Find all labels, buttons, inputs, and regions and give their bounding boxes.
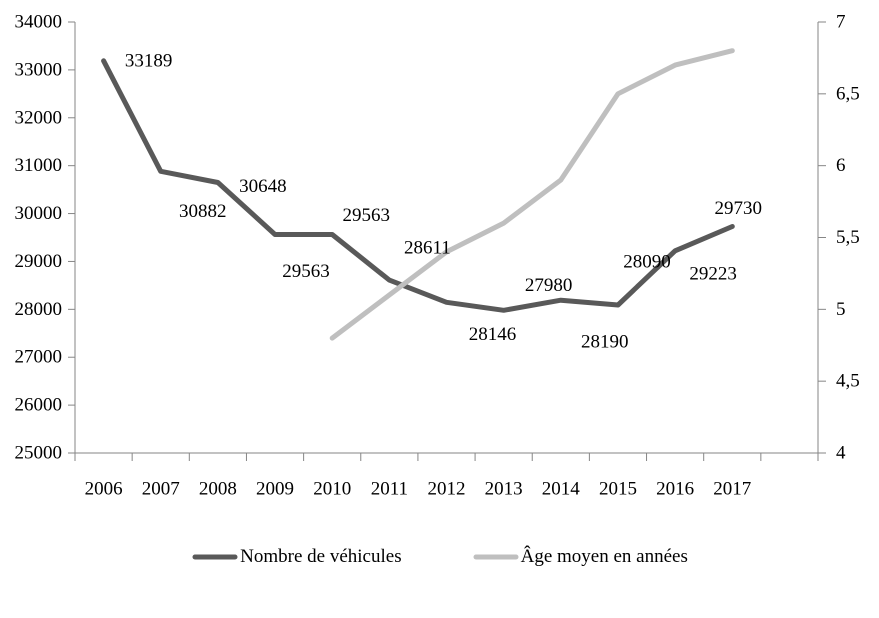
legend-item-vehicles: Nombre de véhicules [191,546,402,568]
x-axis-year-label: 2015 [599,479,637,500]
line-chart: 34000 33000 32000 31000 30000 29000 28000 27000… [15,12,860,500]
y-axis-right-tick-label: 4 [836,443,846,464]
legend-item-age: Âge moyen en années [472,546,688,568]
x-axis-year-label: 2009 [256,479,294,500]
series-line-age [329,48,735,341]
x-axis-year-label: 2011 [371,479,408,500]
data-label-2013: 27980 [525,275,573,296]
data-label-2014: 28190 [581,332,629,353]
y-axis-left-tick-label: 27000 [15,347,63,368]
data-label-2007: 30882 [179,201,227,222]
y-axis-left-tick-label: 28000 [15,299,63,320]
y-axis-right-tick-label: 6 [836,155,846,176]
data-label-2012: 28146 [469,324,517,345]
x-axis-year-label: 2008 [199,479,237,500]
y-axis-left-tick-label: 26000 [15,395,63,416]
y-axis-left-tick-label: 31000 [15,155,63,176]
y-axis-left-tick-label: 29000 [15,251,63,272]
y-axis-right-tick-label: 4,5 [836,371,860,392]
y-axis-left-tick-label: 32000 [15,107,63,128]
x-axis-year-label: 2016 [656,479,694,500]
x-axis-year-label: 2007 [142,479,180,500]
data-label-2006: 33189 [125,50,173,71]
legend-marker-age-icon [473,554,519,560]
data-label-2015: 28090 [623,252,671,273]
y-axis-right-tick-label: 6,5 [836,83,860,104]
y-axis-right-tick-label: 5,5 [836,227,860,248]
y-axis-right-tick-label: 7 [836,12,846,33]
data-label-2011: 28611 [404,238,451,259]
series-line-vehicles [101,58,735,313]
y-axis-left-tick-label: 30000 [15,203,63,224]
x-axis-year-label: 2006 [85,479,123,500]
data-label-2010: 29563 [342,205,390,226]
x-axis-year-label: 2017 [713,479,751,500]
data-label-2008: 30648 [239,176,287,197]
data-label-2009: 29563 [282,261,330,282]
data-label-2017: 29730 [715,198,763,219]
y-axis-right-tick-label: 5 [836,299,846,320]
x-axis-year-label: 2010 [313,479,351,500]
legend-label-age: Âge moyen en années [520,546,688,567]
x-axis-year-label: 2012 [428,479,466,500]
chart-legend: Nombre de véhicules Âge moyen en années [0,546,879,568]
y-axis-left-tick-label: 34000 [15,12,63,33]
y-axis-left-tick-label: 25000 [15,443,63,464]
legend-label-vehicles: Nombre de véhicules [240,546,402,567]
data-label-2016: 29223 [689,263,737,284]
x-axis-year-label: 2014 [542,479,581,500]
legend-marker-vehicles-icon [192,554,238,560]
x-axis-year-label: 2013 [485,479,523,500]
y-axis-left-tick-label: 33000 [15,59,63,80]
